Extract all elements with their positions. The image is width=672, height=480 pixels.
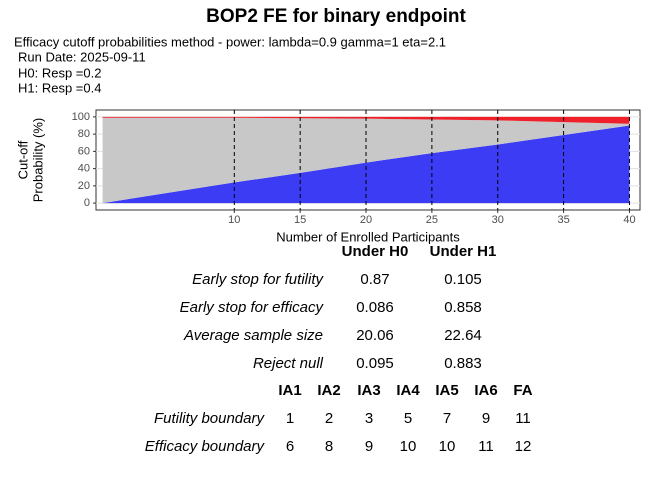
x-tick-label: 35 (557, 214, 569, 226)
x-tick-label: 15 (294, 214, 306, 226)
cell: 0.883 (444, 355, 482, 372)
cell: 7 (443, 410, 451, 427)
row-label: Average sample size (183, 327, 323, 344)
cell: 6 (286, 438, 294, 455)
y-tick-label: 20 (78, 180, 90, 192)
cell: 20.06 (356, 327, 394, 344)
x-tick-label: 40 (623, 214, 635, 226)
column-header: Under H1 (430, 243, 497, 260)
subtitle: H0: Resp =0.2 (18, 65, 101, 80)
x-tick-label: 20 (360, 214, 372, 226)
cell: 5 (404, 410, 412, 427)
x-tick-label: 10 (228, 214, 240, 226)
subtitle: H1: Resp =0.4 (18, 80, 101, 95)
y-axis-label: Probability (%) (30, 118, 45, 203)
chart-title: BOP2 FE for binary endpoint (206, 6, 466, 27)
row-label: Efficacy boundary (145, 438, 266, 455)
cell: 0.095 (356, 355, 394, 372)
plot: 0 20 40 60 80 100 10 15 20 25 30 35 40 (72, 109, 641, 226)
cell: 11 (515, 410, 531, 427)
cell: 9 (365, 438, 373, 455)
y-tick-label: 100 (72, 111, 90, 123)
cell: 0.858 (444, 299, 482, 316)
cell: 0.87 (360, 271, 389, 288)
cell: 9 (482, 410, 490, 427)
x-tick-label: 25 (426, 214, 438, 226)
y-tick-label: 0 (84, 197, 90, 209)
row-label: Reject null (253, 355, 324, 372)
column-header: IA3 (357, 382, 380, 399)
x-tick-label: 30 (492, 214, 504, 226)
cell: 10 (400, 438, 417, 455)
column-header: Under H0 (342, 243, 409, 260)
cell: 3 (365, 410, 373, 427)
y-tick-label: 80 (78, 128, 90, 140)
cell: 0.086 (356, 299, 394, 316)
y-tick-label: 40 (78, 163, 90, 175)
cell: 11 (478, 438, 494, 455)
column-header: IA2 (317, 382, 340, 399)
y-tick-label: 60 (78, 145, 90, 157)
cell: 8 (325, 438, 333, 455)
subtitle: Run Date: 2025-09-11 (18, 49, 146, 64)
cell: 0.105 (444, 271, 482, 288)
cell: 22.64 (444, 327, 482, 344)
column-header: IA1 (278, 382, 301, 399)
column-header: IA6 (474, 382, 497, 399)
subtitle: Efficacy cutoff probabilities method - p… (14, 34, 446, 49)
row-label: Futility boundary (154, 410, 266, 427)
row-label: Early stop for futility (192, 271, 324, 288)
cell: 1 (286, 410, 294, 427)
row-label: Early stop for efficacy (180, 299, 325, 316)
y-axis-label: Cut-off (15, 140, 30, 179)
column-header: IA5 (435, 382, 458, 399)
column-header: FA (513, 382, 532, 399)
cell: 12 (515, 438, 532, 455)
x-axis-label: Number of Enrolled Participants (276, 229, 460, 244)
cell: 2 (325, 410, 333, 427)
column-header: IA4 (396, 382, 420, 399)
tables: Under H0 Under H1 Early stop for futility 0… (145, 243, 533, 455)
cell: 10 (439, 438, 456, 455)
